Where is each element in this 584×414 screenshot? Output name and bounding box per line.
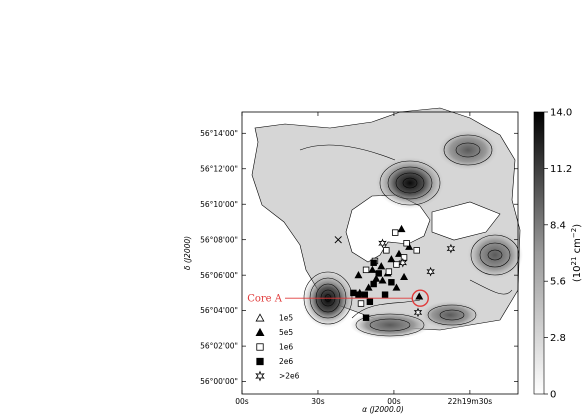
x-axis: 22h19m30s 00s 30s 00s: [235, 112, 492, 406]
open-square-marker: [400, 254, 408, 261]
cross-marker: [334, 236, 342, 244]
filled-triangle-marker: [405, 242, 414, 250]
open-square-marker: [256, 343, 264, 351]
cloud-cavity: [431, 201, 501, 241]
filled-triangle-marker: [400, 272, 409, 280]
colorbar-tick-label: 5.6: [550, 277, 566, 288]
filled-square-marker: [381, 291, 389, 298]
clump-south: [350, 311, 430, 339]
plot-frame: [241, 111, 519, 395]
legend-label: 5e5: [279, 328, 293, 337]
x-tick-label: 30s: [311, 397, 325, 406]
filled-square-marker: [366, 298, 374, 305]
filled-square-marker: [370, 259, 377, 266]
filled-square-marker: [375, 270, 382, 277]
clump-east: [467, 231, 523, 279]
y-tick-label: 56°10'00": [200, 200, 238, 209]
filled-triangle-marker: [255, 327, 265, 336]
colorbar-tick-label: 0: [550, 390, 556, 401]
y-tick-label: 56°14'00": [200, 129, 238, 138]
core-a-label: Core A: [247, 294, 283, 305]
open-square-marker: [357, 300, 365, 307]
filled-triangle-marker: [354, 271, 363, 279]
open-triangle-marker: [255, 313, 265, 322]
y-tick-label: 56°02'00": [200, 342, 238, 351]
filled-triangle-marker: [368, 265, 377, 273]
filled-triangle-marker: [415, 292, 424, 300]
colorbar-tick-label: 2.8: [550, 333, 566, 344]
y-axis-title: δ (J2000): [183, 236, 192, 270]
y-tick-label: 56°12'00": [200, 164, 238, 173]
legend-label: 1e6: [279, 343, 293, 352]
open-star-marker: [398, 257, 408, 268]
core-a-annotation: Core A: [247, 289, 429, 307]
open-star-marker: [255, 370, 265, 382]
filled-triangle-marker: [364, 283, 373, 291]
filled-square-marker: [388, 279, 395, 286]
filled-square-marker: [361, 291, 369, 298]
legend: 1e5 5e5 1e6 2e6 >2e6: [255, 313, 300, 382]
colorbar-gradient: [533, 111, 545, 395]
filled-square-marker: [362, 314, 370, 321]
x-tick-label: 00s: [235, 397, 249, 406]
filled-square-marker: [350, 289, 357, 297]
colorbar: 0 2.8 5.6 8.4 11.2 14.0 (1021 cm−2): [533, 108, 583, 401]
open-star-marker: [413, 307, 423, 318]
filled-triangle-marker: [378, 276, 387, 284]
clump-north: [376, 157, 444, 209]
legend-label: 2e6: [279, 357, 293, 366]
colorbar-tick-label: 8.4: [550, 220, 566, 231]
x-tick-label: 00s: [387, 397, 401, 406]
open-star-marker: [446, 243, 456, 254]
filled-triangle-marker: [377, 262, 386, 270]
open-square-marker: [383, 247, 390, 254]
filled-triangle-marker: [387, 255, 396, 263]
open-square-marker: [385, 268, 393, 275]
open-square-marker: [393, 261, 400, 268]
filled-triangle-marker: [395, 249, 403, 257]
y-tick-label: 56°04'00": [200, 306, 238, 315]
open-star-marker: [378, 238, 387, 249]
x-axis-title: α (J2000.0): [362, 405, 404, 414]
y-axis: 56°00'00" 56°02'00" 56°04'00" 56°06'00" 56°0…: [200, 129, 518, 386]
density-map: [251, 107, 523, 339]
colorbar-ticks: 0 2.8 5.6 8.4 11.2 14.0: [544, 108, 572, 401]
open-square-marker: [391, 229, 399, 236]
source-markers: [334, 224, 456, 321]
open-star-marker: [426, 266, 435, 277]
legend-label: 1e5: [279, 314, 293, 323]
colorbar-label: (1021 cm−2): [570, 224, 583, 282]
clump-ne: [438, 130, 498, 170]
open-square-marker: [362, 266, 370, 274]
contours: [299, 134, 520, 337]
filled-triangle-marker: [397, 224, 406, 233]
colorbar-tick-label: 14.0: [550, 108, 572, 119]
open-square-marker: [413, 247, 420, 254]
y-tick-label: 56°06'00": [200, 271, 238, 280]
legend-label: >2e6: [279, 372, 300, 381]
y-tick-label: 56°00'00": [200, 377, 238, 386]
open-square-marker: [403, 240, 410, 247]
clump-core-a: [302, 272, 354, 328]
filled-square-marker: [370, 280, 377, 288]
colorbar-tick-label: 11.2: [550, 164, 572, 175]
filled-triangle-marker: [392, 283, 401, 291]
x-tick-label: 22h19m30s: [448, 397, 493, 406]
y-tick-label: 56°08'00": [200, 235, 238, 244]
filled-square-marker: [256, 357, 264, 366]
